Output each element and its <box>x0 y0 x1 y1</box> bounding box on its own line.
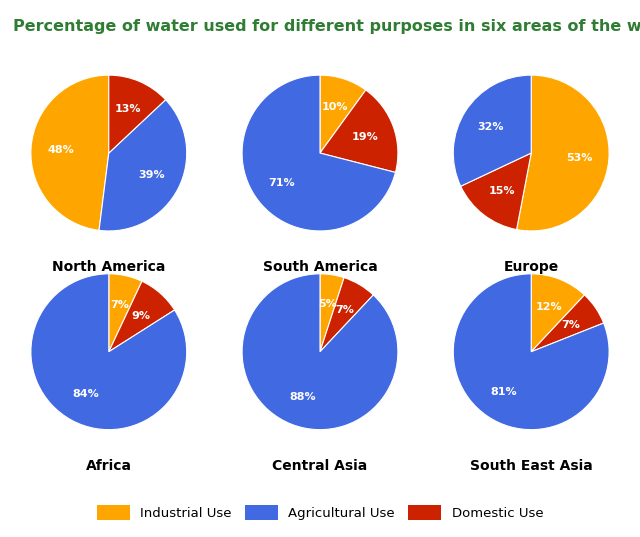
Text: 19%: 19% <box>352 132 379 142</box>
Text: 32%: 32% <box>477 122 504 132</box>
Text: 84%: 84% <box>72 389 99 399</box>
Text: South America: South America <box>262 260 378 274</box>
Wedge shape <box>516 75 609 231</box>
Text: 7%: 7% <box>110 300 129 310</box>
Wedge shape <box>531 295 604 352</box>
Text: 10%: 10% <box>322 102 348 112</box>
Text: 48%: 48% <box>47 145 74 155</box>
Wedge shape <box>31 75 109 230</box>
Wedge shape <box>453 274 609 430</box>
Wedge shape <box>320 278 373 352</box>
Wedge shape <box>109 274 142 352</box>
Wedge shape <box>320 75 366 153</box>
Legend: Industrial Use, Agricultural Use, Domestic Use: Industrial Use, Agricultural Use, Domest… <box>92 499 548 525</box>
Text: 39%: 39% <box>138 170 165 180</box>
Wedge shape <box>320 274 344 352</box>
Wedge shape <box>109 281 175 352</box>
Text: Central Asia: Central Asia <box>273 459 367 473</box>
Text: 88%: 88% <box>289 391 316 402</box>
Wedge shape <box>109 75 166 153</box>
Text: 7%: 7% <box>335 305 354 315</box>
Text: 53%: 53% <box>566 153 593 163</box>
Text: North America: North America <box>52 260 166 274</box>
Wedge shape <box>242 75 396 231</box>
Wedge shape <box>242 274 398 430</box>
Wedge shape <box>320 90 398 172</box>
Wedge shape <box>453 75 531 186</box>
Wedge shape <box>31 274 187 430</box>
Text: 81%: 81% <box>491 387 517 397</box>
Wedge shape <box>531 274 584 352</box>
Text: 5%: 5% <box>318 299 337 309</box>
Text: 15%: 15% <box>488 186 515 196</box>
Text: 7%: 7% <box>562 320 580 330</box>
Text: 71%: 71% <box>269 178 295 187</box>
Text: Africa: Africa <box>86 459 132 473</box>
Wedge shape <box>99 100 187 231</box>
Text: 9%: 9% <box>131 310 150 321</box>
Wedge shape <box>461 153 531 230</box>
Text: 12%: 12% <box>536 302 563 312</box>
Text: Europe: Europe <box>504 260 559 274</box>
Text: South East Asia: South East Asia <box>470 459 593 473</box>
Text: Percentage of water used for different purposes in six areas of the world.: Percentage of water used for different p… <box>13 19 640 34</box>
Text: 13%: 13% <box>115 104 141 114</box>
